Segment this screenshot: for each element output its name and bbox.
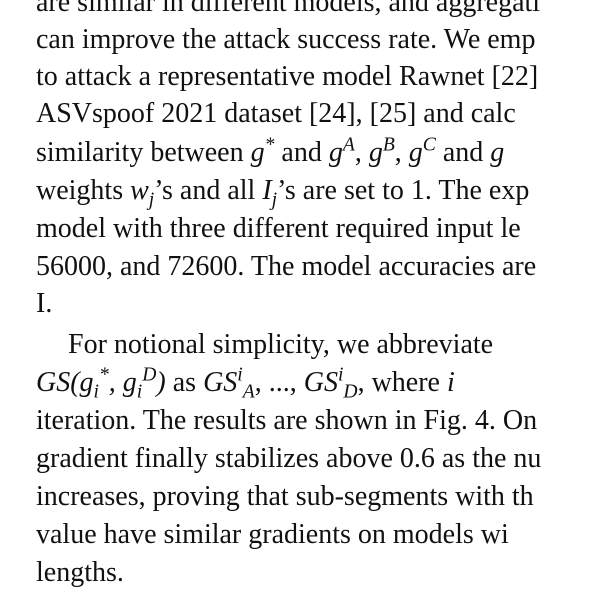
text-fragment: ’s are set to 1. The exp <box>277 175 530 206</box>
text-line: are similar in different models, and agg… <box>36 0 541 18</box>
text-fragment: ’s and all <box>154 175 263 206</box>
text-line: 56000, and 72600. The model accuracies a… <box>36 251 537 282</box>
text-line: can improve the attack success rate. We … <box>36 24 536 55</box>
text-fragment: as <box>165 367 204 398</box>
text-line: I. <box>36 288 53 319</box>
text-line: to attack a representative model Rawnet … <box>36 61 539 92</box>
text-line: iteration. The results are shown in Fig.… <box>36 405 538 436</box>
text-fragment: , <box>354 137 369 168</box>
text-line: ASVspoof 2021 dataset [24], [25] and cal… <box>36 98 516 129</box>
text-fragment: , <box>394 137 409 168</box>
text-line-weights: weights wj’s and all Ij’s are set to 1. … <box>36 172 529 210</box>
math-gA: gA <box>328 134 355 168</box>
text-fragment: similarity between <box>36 137 251 168</box>
text-line-similarity: similarity between g* and gA, gB, gC and… <box>36 134 504 172</box>
math-gsa: GSiA <box>203 364 255 403</box>
math-gC: gC <box>408 134 436 168</box>
text-fragment: , where <box>357 367 447 398</box>
text-fragment: and <box>435 137 491 168</box>
math-g: g <box>490 137 505 168</box>
text-line: increases, proving that sub-segments wit… <box>36 481 534 512</box>
text-line: model with three different required inpu… <box>36 213 521 244</box>
text-line: gradient finally stabilizes above 0.6 as… <box>36 443 542 474</box>
math-gB: gB <box>368 134 395 168</box>
math-I: Ij <box>262 175 278 211</box>
math-i: i <box>446 367 455 398</box>
math-gsd: GSiD <box>303 364 358 403</box>
text-line-indent: For notional simplicity, we abbreviate <box>68 329 494 360</box>
text-line: value have similar gradients on models w… <box>36 519 509 550</box>
math-gs-expression: GS(gi*, giD) <box>36 364 166 403</box>
math-w: wj <box>130 175 155 211</box>
math-gstar: g* <box>250 134 275 168</box>
text-fragment: and <box>274 137 329 168</box>
text-fragment: , ..., <box>254 367 304 398</box>
text-fragment: weights <box>36 175 131 206</box>
text-line: lengths. <box>36 557 124 588</box>
text-line-formula: GS(gi*, giD) as GSiA, ..., GSiD, where i <box>36 364 455 402</box>
